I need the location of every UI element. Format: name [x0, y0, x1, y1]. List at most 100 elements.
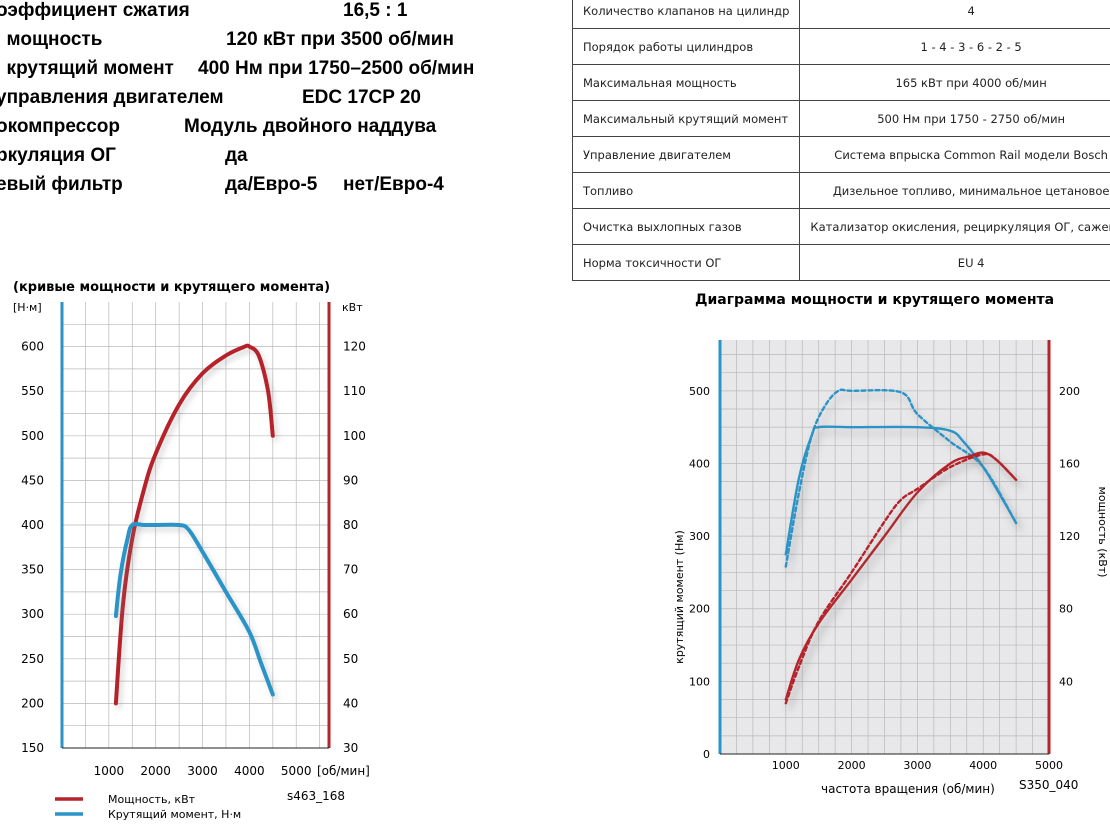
table-row: Максимальная мощность 165 кВт при 4000 об… [571, 64, 1110, 101]
x-tick-label: 5000 [1035, 759, 1063, 772]
y-left-tick-label: 300 [21, 607, 44, 621]
y-left-tick-label: 200 [689, 603, 710, 616]
spec-value: EDC 17CP 20 [302, 87, 421, 108]
x-tick-label: 2000 [140, 764, 171, 778]
x-tick-label: 5000 [281, 764, 312, 778]
x-tick-label: 3000 [187, 764, 218, 778]
table-cell-param: Максимальный крутящий момент [571, 100, 801, 137]
table-cell-param: Управление двигателем [571, 136, 801, 173]
y-left-tick-label: 150 [21, 741, 44, 755]
table-cell-param: Норма токсичности ОГ [571, 244, 801, 281]
y-right-tick-label: 80 [1059, 603, 1073, 616]
y-right-tick-label: 40 [1059, 675, 1073, 688]
y-right-tick-label: 80 [343, 518, 358, 532]
figure-code: s463_168 [287, 789, 345, 803]
table-row: Порядок работы цилиндров 1 - 4 - 3 - 6 - … [571, 28, 1110, 65]
spec-value: Модуль двойного наддува [184, 116, 437, 137]
table-row: Количество клапанов на цилиндр 4 [571, 0, 1110, 29]
y-left-tick-label: 500 [689, 385, 710, 398]
table-cell-value: 1 - 4 - 3 - 6 - 2 - 5 [799, 28, 1110, 65]
y-left-tick-label: 500 [21, 429, 44, 443]
spec-label: . мощность [0, 29, 103, 50]
table-row: Очистка выхлопных газов Катализатор окисл… [571, 208, 1110, 245]
spec-value: да [225, 145, 248, 166]
y-left-tick-label: 400 [689, 457, 710, 470]
y-right-tick-label: 70 [343, 563, 358, 577]
y-right-tick-label: 40 [343, 696, 358, 710]
y-right-tick-label: 120 [1059, 530, 1080, 543]
table-cell-param: Количество клапанов на цилиндр [571, 0, 801, 29]
x-unit: [об/мин] [317, 764, 370, 778]
x-tick-label: 4000 [969, 759, 997, 772]
y-left-tick-label: 350 [21, 563, 44, 577]
spec-label: ркуляция ОГ [0, 145, 116, 166]
y-left-axis-label: крутящий момент (Нм) [673, 530, 686, 664]
y-right-tick-label: 120 [343, 340, 366, 354]
y-left-tick-label: 100 [689, 675, 710, 688]
table-cell-value: EU 4 [799, 244, 1110, 281]
spec-value: 16,5 : 1 [343, 0, 408, 21]
table-row: Максимальный крутящий момент 500 Нм при 1… [571, 100, 1110, 137]
y-right-tick-label: 60 [343, 607, 358, 621]
y-right-axis-label: мощность (кВт) [1096, 487, 1109, 578]
table-cell-value: Катализатор окисления, рециркуляция ОГ, … [799, 208, 1110, 245]
legend-label-power: Мощность, кВт [108, 793, 196, 806]
y-left-unit: [Н·м] [13, 301, 42, 314]
x-tick-label: 1000 [94, 764, 125, 778]
y-right-tick-label: 110 [343, 384, 366, 398]
legend: Мощность, кВт Крутящий момент, Н·м [55, 793, 241, 821]
spec-label: управления двигателем [0, 87, 224, 108]
engine-spec-table: Количество клапанов на цилиндр 4 Порядок р… [571, 0, 1110, 281]
chart-title: (кривые мощности и крутящего момента) [13, 280, 330, 295]
y-left-tick-label: 250 [21, 652, 44, 666]
y-right-tick-label: 50 [343, 652, 358, 666]
figure-code: S350_040 [1019, 778, 1078, 792]
y-right-tick-label: 30 [343, 741, 358, 755]
spec-label: евый фильтр [0, 174, 123, 195]
table-cell-value: 500 Нм при 1750 - 2750 об/мин [799, 100, 1110, 137]
y-right-tick-label: 160 [1059, 457, 1080, 470]
table-row: Топливо Дизельное топливо, минимальное це… [571, 172, 1110, 209]
series-line-torque [113, 522, 275, 697]
table-cell-value: Дизельное топливо, минимальное цетановое [799, 172, 1110, 209]
chart-title: Диаграмма мощности и крутящего момента [695, 292, 1054, 308]
y-right-unit: кВт [342, 301, 363, 314]
y-left-tick-label: 550 [21, 384, 44, 398]
spec-label: окомпрессор [0, 116, 121, 137]
power-torque-chart-left: (кривые мощности и крутящего момента) [Н… [13, 280, 370, 821]
power-torque-chart-right: Диаграмма мощности и крутящего момента 1… [673, 292, 1109, 796]
series-line-power [113, 343, 275, 706]
table-cell-param: Топливо [571, 172, 801, 209]
x-tick-label: 1000 [772, 759, 800, 772]
x-axis-label: частота вращения (об/мин) [821, 782, 995, 796]
spec-value: да/Евро-5 [225, 174, 318, 195]
spec-value-alt: нет/Евро-4 [343, 174, 444, 195]
x-tick-label: 2000 [838, 759, 866, 772]
spec-list: оэффициент сжатия 16,5 : 1 . мощность 120 к… [0, 0, 560, 220]
spec-value: 400 Нм при 1750–2500 об/мин [198, 58, 475, 79]
spec-label: оэффициент сжатия [0, 0, 190, 21]
y-left-tick-label: 600 [21, 340, 44, 354]
y-left-tick-label: 300 [689, 530, 710, 543]
y-left-tick-label: 0 [703, 748, 710, 761]
y-left-tick-label: 400 [21, 518, 44, 532]
table-row: Норма токсичности ОГ EU 4 [571, 244, 1110, 281]
table-cell-param: Очистка выхлопных газов [571, 208, 801, 245]
y-right-tick-label: 200 [1059, 385, 1080, 398]
x-tick-label: 3000 [903, 759, 931, 772]
series-line-power-dashed [784, 452, 1018, 705]
spec-label: . крутящий момент [0, 58, 174, 79]
table-row: Управление двигателем Система впрыска Com… [571, 136, 1110, 173]
spec-value: 120 кВт при 3500 об/мин [226, 29, 454, 50]
table-cell-value: 4 [799, 0, 1110, 29]
series-line-torque-dashed [784, 388, 1018, 568]
table-cell-param: Максимальная мощность [571, 64, 801, 101]
table-cell-value: 165 кВт при 4000 об/мин [799, 64, 1110, 101]
table-cell-param: Порядок работы цилиндров [571, 28, 801, 65]
x-tick-label: 4000 [234, 764, 265, 778]
y-right-tick-label: 100 [343, 429, 366, 443]
y-right-tick-label: 90 [343, 473, 358, 487]
legend-label-torque: Крутящий момент, Н·м [108, 808, 241, 821]
y-left-tick-label: 200 [21, 696, 44, 710]
y-left-tick-label: 450 [21, 473, 44, 487]
